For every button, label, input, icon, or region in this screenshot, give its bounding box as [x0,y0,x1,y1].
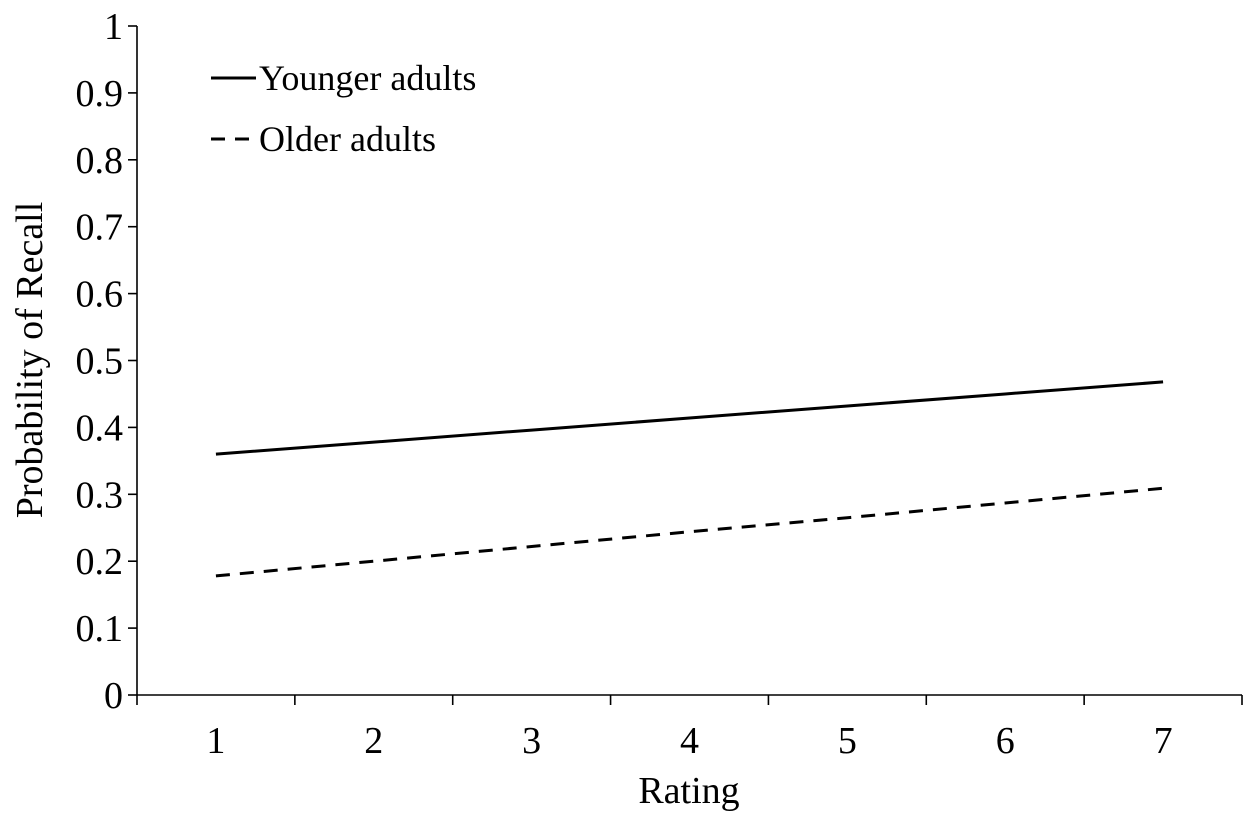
y-tick-label: 0.3 [76,474,124,516]
x-tick-label: 6 [996,720,1015,762]
x-tick-label: 7 [1154,720,1173,762]
y-axis-title: Probability of Recall [9,202,51,519]
tick-labels: 0 0.1 0.2 0.3 0.4 0.5 0.6 0.7 0.8 0.9 1 1 2 3 4 5 6 7 [76,6,1173,762]
y-tick-label: 0 [104,675,123,717]
y-tick-label: 0.1 [76,608,124,650]
x-tick-label: 5 [838,720,857,762]
tick-marks [128,25,1243,705]
y-tick-label: 0.2 [76,541,124,583]
y-tick-label: 0.5 [76,341,124,383]
x-axis-title: Rating [638,770,739,812]
y-tick-label: 0.9 [76,73,124,115]
y-tick-label: 0.7 [76,207,124,249]
y-tick-label: 0.4 [76,407,124,449]
y-tick-label: 1 [104,6,123,48]
series-lines [215,380,1164,578]
x-tick-label: 3 [522,720,541,762]
y-tick-label: 0.6 [76,274,124,316]
x-tick-label: 4 [680,720,699,762]
legend-label-older-adults: Older adults [259,119,436,159]
x-tick-label: 1 [206,720,225,762]
legend-label-younger-adults: Younger adults [259,58,476,98]
y-tick-label: 0.8 [76,140,124,182]
series-line-younger-adults [215,380,1164,456]
series-line-older-adults [215,486,1164,578]
legend: Younger adults Older adults [211,58,476,159]
x-tick-label: 2 [364,720,383,762]
